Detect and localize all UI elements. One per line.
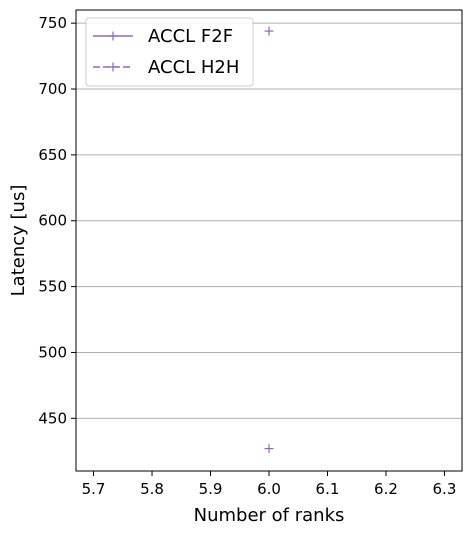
- y-axis-title: Latency [us]: [8, 185, 29, 297]
- x-tick-label: 6.1: [316, 480, 340, 498]
- legend-label: ACCL H2H: [148, 57, 239, 78]
- y-axis-ticks: 450 500 550 600 650 700 750: [38, 14, 76, 427]
- y-tick-label: 700: [38, 80, 67, 98]
- y-tick-label: 550: [38, 278, 67, 296]
- data-marks: [265, 27, 274, 454]
- x-tick-label: 6.0: [257, 480, 281, 498]
- y-tick-label: 600: [38, 212, 67, 230]
- x-tick-label: 5.7: [82, 480, 106, 498]
- x-axis-title: Number of ranks: [194, 505, 345, 526]
- x-tick-label: 5.9: [199, 480, 223, 498]
- x-axis-ticks: 5.7 5.8 5.9 6.0 6.1 6.2 6.3: [82, 471, 457, 498]
- y-tick-label: 650: [38, 146, 67, 164]
- data-point: [265, 27, 274, 36]
- legend-label: ACCL F2F: [148, 26, 233, 47]
- series-2: [265, 27, 274, 36]
- x-tick-label: 6.3: [433, 480, 457, 498]
- y-tick-label: 450: [38, 409, 67, 427]
- x-tick-label: 5.8: [140, 480, 164, 498]
- legend: ACCL F2F ACCL H2H: [86, 18, 253, 86]
- data-point: [265, 444, 274, 453]
- series-1: [265, 444, 274, 453]
- x-tick-label: 6.2: [374, 480, 398, 498]
- y-tick-label: 500: [38, 343, 67, 361]
- y-tick-label: 750: [38, 14, 67, 32]
